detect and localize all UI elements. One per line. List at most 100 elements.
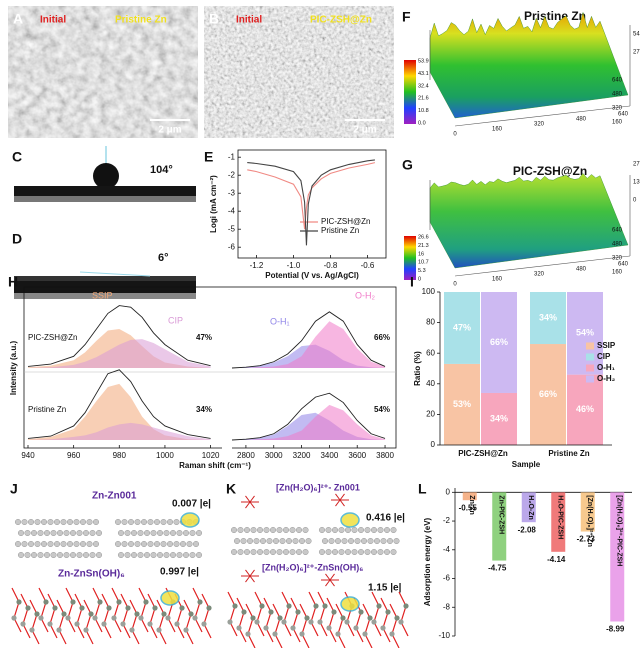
bar-segment <box>444 363 480 445</box>
surface <box>429 173 629 269</box>
atom <box>156 627 162 633</box>
contact-angle: 104° <box>150 164 173 176</box>
bar <box>462 492 477 501</box>
panel-letter: G <box>402 157 413 173</box>
value-label: 46% <box>576 404 594 414</box>
bond <box>373 605 380 623</box>
atom <box>243 549 250 556</box>
atom <box>34 541 41 548</box>
legend-swatch <box>586 375 594 383</box>
atom <box>313 603 319 609</box>
y-tick-label: -5 <box>228 224 236 233</box>
y-tick-label: 0 <box>431 440 436 449</box>
y-tick-label: 0 <box>446 487 451 496</box>
atom <box>201 621 207 627</box>
bar <box>492 492 507 561</box>
x-tick-label: 2800 <box>237 451 255 460</box>
atom <box>394 615 400 621</box>
value-label: -4.14 <box>547 555 566 564</box>
structure-label: [Zn(H₂O)₆]²⁺- Zn001 <box>276 482 360 492</box>
bond <box>364 617 371 635</box>
atom <box>138 615 144 621</box>
atom <box>389 631 395 637</box>
atom <box>253 538 260 545</box>
bond <box>281 591 290 607</box>
atom <box>173 541 180 548</box>
axis <box>454 105 631 127</box>
x-axis-label: Sample <box>512 460 541 469</box>
y-axis-label: Ratio (%) <box>413 351 422 386</box>
bond <box>138 587 147 603</box>
atom <box>376 603 382 609</box>
atom <box>60 541 67 548</box>
bond <box>65 587 74 603</box>
bond <box>140 601 147 619</box>
atom <box>290 625 296 631</box>
colorbar-tick: 26.6 <box>418 234 429 240</box>
atom <box>361 538 368 545</box>
atom <box>260 538 267 545</box>
peak-label: O-H₂ <box>355 290 375 300</box>
bond <box>400 605 407 623</box>
atom <box>160 541 167 548</box>
bond <box>265 611 272 629</box>
atom <box>76 552 83 559</box>
bond <box>20 593 29 609</box>
atom <box>24 552 31 559</box>
bond <box>22 607 29 625</box>
bond <box>254 591 263 607</box>
atom <box>270 527 277 534</box>
atom <box>16 599 22 605</box>
bar <box>551 492 566 552</box>
atom <box>41 541 48 548</box>
atom <box>403 603 409 609</box>
ratio-label: 47% <box>196 333 212 342</box>
atom <box>127 519 134 526</box>
bond <box>40 617 49 633</box>
atom <box>245 631 251 637</box>
atom <box>70 599 76 605</box>
atom <box>63 552 70 559</box>
atom <box>179 605 185 611</box>
atom <box>341 538 348 545</box>
bond <box>201 593 210 609</box>
atom <box>57 530 64 537</box>
colorbar-tick: 10.8 <box>418 108 429 114</box>
y-axis-label: Logi (mA cm⁻²) <box>209 175 218 233</box>
atom <box>237 549 244 556</box>
panel-letter: B <box>209 11 219 27</box>
bond <box>245 501 251 509</box>
peak-label: SSIP <box>92 290 113 300</box>
bond <box>238 627 247 643</box>
bond <box>120 593 129 609</box>
bond <box>101 593 110 609</box>
atom <box>169 530 176 537</box>
atom <box>166 519 173 526</box>
x-tick-label: 3200 <box>293 451 311 460</box>
atom <box>254 619 260 625</box>
structure-label: Zn-Zn001 <box>92 491 137 502</box>
bond <box>29 599 38 615</box>
x-tick-label: -1.0 <box>287 261 301 270</box>
y-tick-label: -4 <box>228 206 236 215</box>
peak-area <box>232 321 386 368</box>
atom <box>156 552 163 559</box>
bond <box>158 629 167 645</box>
atom <box>166 541 173 548</box>
charge-label: 0.007 |e| <box>172 499 211 510</box>
atom <box>192 615 198 621</box>
needle <box>79 271 151 277</box>
atom <box>263 549 270 556</box>
atom <box>143 530 150 537</box>
atom <box>143 552 150 559</box>
atom <box>44 530 51 537</box>
value-label: 53% <box>453 399 471 409</box>
atom <box>377 527 384 534</box>
atom <box>230 527 237 534</box>
atom <box>95 530 102 537</box>
x-axis-label: Potential (V vs. Ag/AgCl) <box>265 271 359 280</box>
bond <box>56 599 65 615</box>
atom <box>153 541 160 548</box>
atom <box>20 621 26 627</box>
atom <box>92 615 98 621</box>
